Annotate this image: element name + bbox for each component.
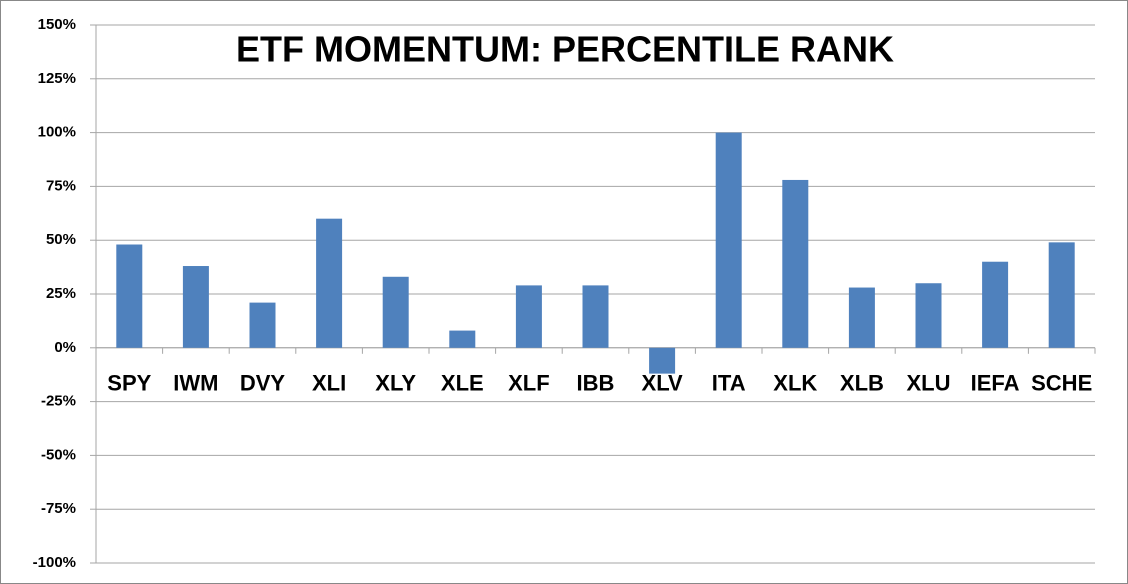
y-tick-label: 75% [46,177,76,194]
y-tick-label: 125% [38,70,76,87]
x-tick-label: XLU [907,371,951,396]
x-tick-label: XLB [840,371,884,396]
y-tick-label: 100% [38,124,76,141]
y-tick-label: 0% [54,339,76,356]
bar [848,287,875,348]
x-tick-label: IWM [173,371,218,396]
x-tick-label: XLF [508,371,550,396]
bar [316,218,343,348]
bar [715,132,742,348]
bar [1048,242,1075,348]
x-tick-label: SPY [107,371,151,396]
x-tick-label: DVY [240,371,286,396]
x-tick-label: XLE [441,371,484,396]
y-tick-label: -100% [33,554,76,571]
x-tick-label: IEFA [971,371,1020,396]
bar [649,347,676,374]
bar [182,266,209,348]
y-tick-label: 50% [46,231,76,248]
bar [249,302,276,348]
y-tick-label: 25% [46,285,76,302]
bar [515,285,542,348]
y-tick-label: 150% [38,16,76,33]
x-tick-label: XLI [312,371,346,396]
x-tick-label: XLY [375,371,416,396]
y-tick-label: -25% [41,393,76,410]
x-tick-label: SCHE [1031,371,1092,396]
bar [982,261,1009,348]
bar [582,285,609,348]
bar [382,276,409,348]
bar [116,244,143,348]
bar [915,283,942,348]
y-tick-label: -50% [41,446,76,463]
x-tick-label: IBB [577,371,615,396]
bar [782,179,809,348]
x-tick-label: ITA [712,371,746,396]
x-tick-label: XLK [773,371,817,396]
chart-title: ETF MOMENTUM: PERCENTILE RANK [236,29,894,70]
bar [449,330,476,348]
y-tick-label: -75% [41,500,76,517]
x-tick-label: XLV [642,371,683,396]
